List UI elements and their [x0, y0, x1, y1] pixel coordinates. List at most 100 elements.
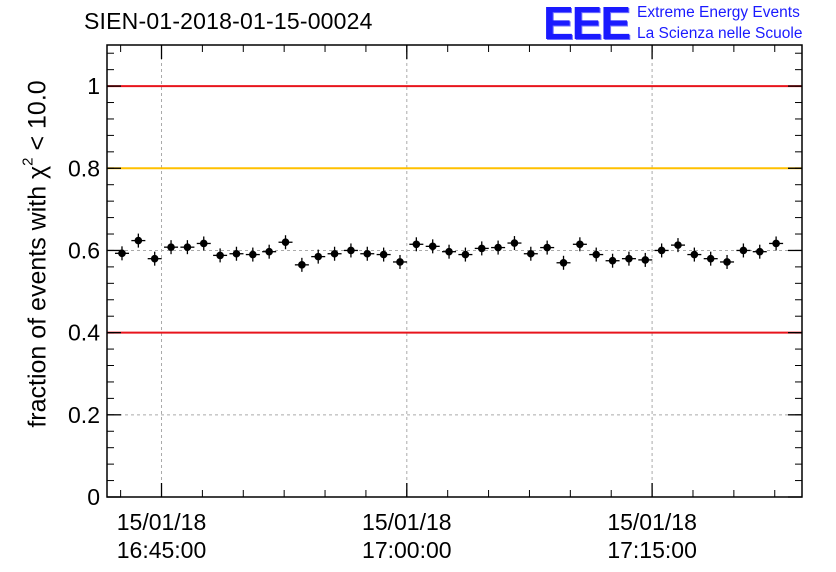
point-marker [363, 249, 372, 258]
data-point [670, 238, 685, 253]
point-marker [494, 243, 502, 252]
data-point [164, 240, 179, 255]
x-tick-label-date: 15/01/18 [607, 509, 697, 535]
eee-logo: EEE Extreme Energy Events La Scienza nel… [543, 0, 833, 49]
logo-line-1: Extreme Energy Events [637, 4, 800, 21]
point-marker [428, 242, 437, 251]
point-marker [298, 261, 306, 269]
point-marker [461, 250, 470, 259]
data-point [311, 249, 326, 264]
x-tick-label-date: 15/01/18 [362, 509, 452, 535]
y-tick-label: 1 [87, 73, 100, 99]
plot-frame [106, 44, 803, 498]
data-point [262, 244, 277, 259]
point-marker [150, 254, 159, 263]
point-marker [232, 249, 241, 258]
data-point [376, 247, 391, 262]
point-marker [216, 251, 224, 260]
data-point [621, 251, 636, 266]
x-tick-label-time: 17:15:00 [607, 537, 697, 563]
point-marker [379, 250, 388, 259]
data-point [409, 237, 424, 252]
data-point [327, 246, 342, 261]
data-point [720, 254, 735, 269]
y-tick-label: 0.4 [68, 320, 100, 346]
point-marker [543, 243, 551, 252]
y-tick-label: 0.2 [68, 402, 100, 428]
data-point [474, 241, 489, 256]
data-point [507, 236, 522, 251]
point-marker [412, 240, 421, 249]
data-point [540, 240, 555, 255]
data-point [294, 257, 309, 272]
point-marker [347, 246, 355, 255]
point-marker [265, 247, 273, 256]
x-tick-label-time: 16:45:00 [117, 537, 207, 563]
point-marker [249, 250, 257, 259]
x-tick-label-time: 17:00:00 [362, 537, 452, 563]
data-point [392, 254, 407, 269]
data-point [752, 244, 767, 259]
data-point [425, 239, 440, 254]
data-point [458, 247, 473, 262]
point-marker [772, 239, 780, 248]
data-point [769, 236, 784, 251]
point-marker [657, 246, 666, 255]
point-marker [527, 249, 535, 258]
point-marker [723, 258, 731, 266]
point-marker [396, 258, 404, 266]
point-marker [690, 250, 699, 259]
point-marker [576, 240, 584, 249]
data-point [442, 244, 457, 259]
point-marker [199, 239, 208, 248]
data-point [556, 255, 571, 270]
data-point [343, 243, 358, 258]
point-marker [625, 254, 633, 263]
data-point [278, 235, 293, 250]
data-point [736, 243, 751, 258]
data-point [589, 247, 604, 262]
data-point [245, 247, 260, 262]
data-point [605, 253, 620, 268]
point-marker [183, 243, 192, 251]
point-marker [477, 244, 486, 253]
point-marker [314, 252, 323, 261]
x-tick-label-date: 15/01/18 [117, 509, 207, 535]
data-points [114, 233, 784, 272]
data-point [229, 246, 244, 261]
point-marker [118, 249, 126, 258]
point-marker [445, 247, 453, 256]
y-tick-label: 0.6 [68, 237, 100, 263]
point-marker [167, 243, 175, 251]
data-point [523, 246, 538, 261]
logo-line-2: La Scienza nelle Scuole [637, 25, 803, 42]
point-marker [674, 241, 682, 249]
data-point [360, 246, 375, 261]
axes: 00.20.40.60.8115/01/1816:45:0015/01/1817… [68, 45, 802, 563]
point-marker [706, 254, 715, 263]
data-point [572, 237, 587, 252]
data-point [196, 236, 211, 251]
point-marker [592, 250, 601, 259]
logo-mark: EEE [543, 0, 631, 49]
data-point [687, 247, 702, 262]
data-point [114, 246, 129, 261]
y-tick-label: 0.8 [68, 155, 100, 181]
point-marker [755, 247, 764, 256]
point-marker [608, 256, 617, 265]
reference-lines [107, 85, 802, 334]
data-point [703, 251, 718, 266]
data-point [180, 240, 195, 255]
data-point [147, 251, 162, 266]
data-point [491, 240, 506, 255]
point-marker [739, 246, 748, 255]
point-marker [134, 236, 143, 245]
point-marker [559, 258, 568, 267]
chart-title: SIEN-01-2018-01-15-00024 [84, 8, 373, 34]
grid-lines [107, 45, 802, 497]
point-marker [281, 238, 290, 247]
data-point [213, 248, 228, 263]
data-point [654, 243, 669, 258]
point-marker [330, 249, 339, 258]
